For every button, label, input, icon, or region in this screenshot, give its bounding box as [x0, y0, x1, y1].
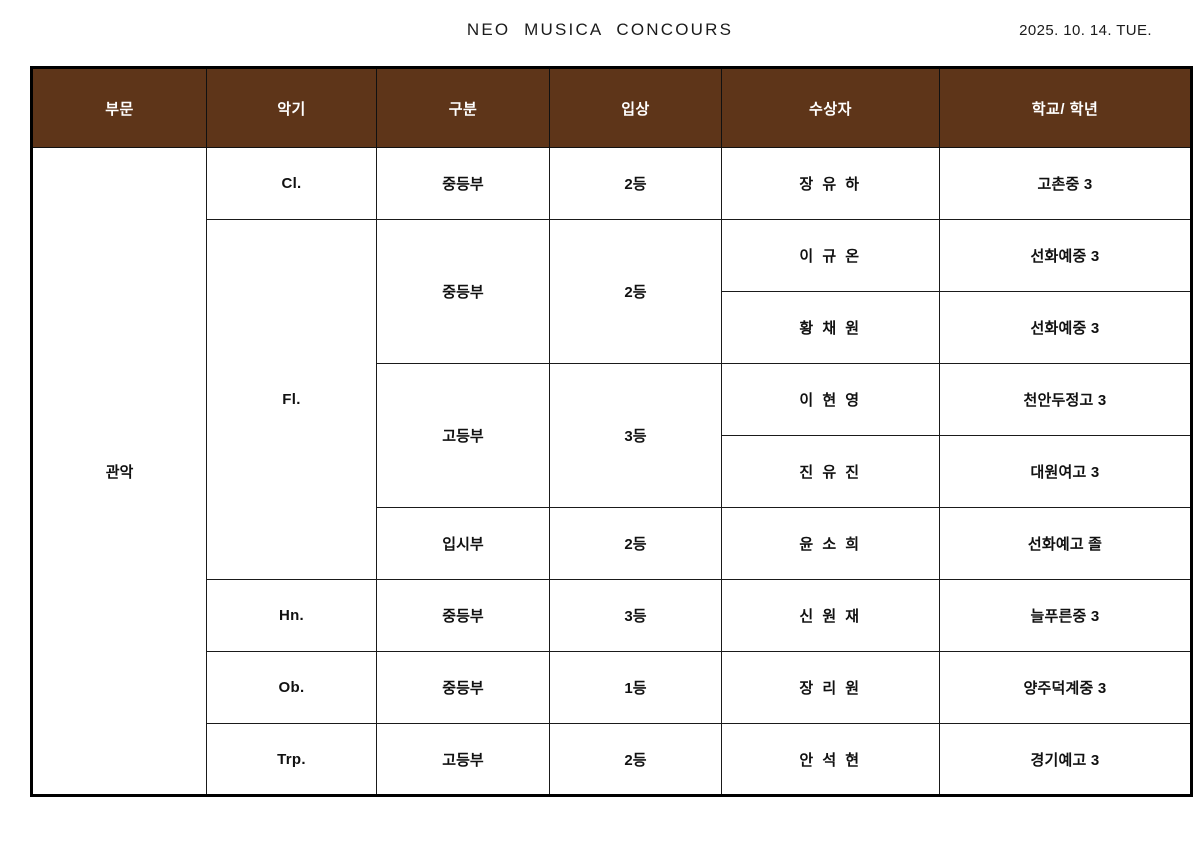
cell-instrument: Cl.	[206, 147, 377, 220]
cell-school: 천안두정고 3	[939, 363, 1192, 436]
cell-prize: 2등	[549, 507, 722, 580]
cell-prize: 1등	[549, 651, 722, 724]
cell-instrument: Ob.	[206, 651, 377, 724]
cell-school: 양주덕계중 3	[939, 651, 1192, 724]
column-header-school: 학교/ 학년	[939, 67, 1192, 148]
cell-prize: 2등	[549, 219, 722, 364]
results-table-container: 부문 악기 구분 입상 수상자 학교/ 학년 관악 Cl. 중등부 2등 장 유…	[30, 66, 1193, 797]
cell-winner: 황 채 원	[721, 291, 940, 364]
column-header-part: 부문	[31, 67, 207, 148]
table-row: 관악 Cl. 중등부 2등 장 유 하 고촌중 3	[31, 147, 1192, 796]
cell-winner: 장 유 하	[721, 147, 940, 220]
cell-prize: 2등	[549, 147, 722, 220]
column-header-prize: 입상	[549, 67, 722, 148]
cell-instrument: Trp.	[206, 723, 377, 796]
cell-winner: 이 규 온	[721, 219, 940, 292]
cell-part: 관악	[31, 147, 207, 796]
table-row: 입시부 2등 윤 소 희 선화예고 졸	[32, 507, 1192, 580]
cell-instrument: Hn.	[206, 579, 377, 652]
table-row: Hn. 중등부 3등 신 원 재 늘푸른중 3	[32, 579, 1192, 652]
cell-prize: 3등	[549, 363, 722, 508]
cell-prize: 3등	[549, 579, 722, 652]
column-header-winner: 수상자	[721, 67, 940, 148]
table-header-row: 부문 악기 구분 입상 수상자 학교/ 학년	[31, 67, 1192, 148]
page-title: NEO MUSICA CONCOURS	[466, 20, 734, 39]
cell-prize: 2등	[549, 723, 722, 796]
table-row: 황 채 원 선화예중 3	[32, 291, 1192, 364]
page-header: NEO MUSICA CONCOURS 2025. 10. 14. TUE.	[0, 0, 1200, 66]
cell-division: 고등부	[376, 723, 550, 796]
cell-winner: 안 석 현	[721, 723, 940, 796]
award-results-table: 부문 악기 구분 입상 수상자 학교/ 학년 관악 Cl. 중등부 2등 장 유…	[30, 66, 1193, 797]
cell-division: 고등부	[376, 363, 550, 508]
table-row: 진 유 진 대원여고 3	[32, 435, 1192, 508]
column-header-division: 구분	[376, 67, 550, 148]
table-row: Fl. 중등부 2등 이 규 온 선화예중 3	[32, 219, 1192, 580]
cell-school: 선화예중 3	[939, 291, 1192, 364]
cell-winner: 장 리 원	[721, 651, 940, 724]
cell-division: 중등부	[376, 579, 550, 652]
cell-instrument: Fl.	[206, 219, 377, 580]
cell-school: 선화예중 3	[939, 219, 1192, 292]
cell-winner: 진 유 진	[721, 435, 940, 508]
table-row: 고등부 3등 이 현 영 천안두정고 3	[32, 363, 1192, 508]
table-row: Trp. 고등부 2등 안 석 현 경기예고 3	[32, 723, 1192, 796]
cell-winner: 신 원 재	[721, 579, 940, 652]
table-row: Ob. 중등부 1등 장 리 원 양주덕계중 3	[32, 651, 1192, 724]
cell-winner: 이 현 영	[721, 363, 940, 436]
document-date: 2025. 10. 14. TUE.	[1019, 22, 1152, 39]
column-header-instrument: 악기	[206, 67, 377, 148]
cell-school: 경기예고 3	[939, 723, 1192, 796]
cell-division: 입시부	[376, 507, 550, 580]
cell-division: 중등부	[376, 219, 550, 364]
cell-division: 중등부	[376, 651, 550, 724]
cell-school: 선화예고 졸	[939, 507, 1192, 580]
cell-school: 늘푸른중 3	[939, 579, 1192, 652]
cell-division: 중등부	[376, 147, 550, 220]
cell-winner: 윤 소 희	[721, 507, 940, 580]
cell-school: 고촌중 3	[939, 147, 1192, 220]
cell-school: 대원여고 3	[939, 435, 1192, 508]
